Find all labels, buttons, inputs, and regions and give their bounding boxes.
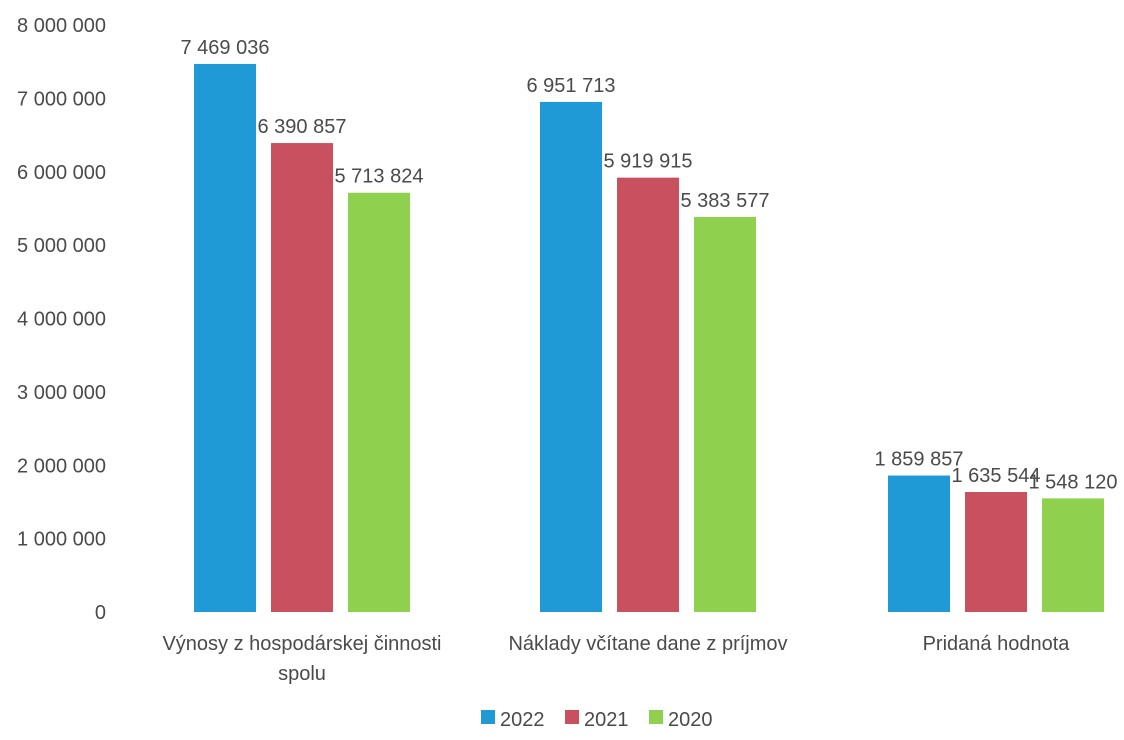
y-tick-label: 3 000 000 xyxy=(17,382,106,404)
legend-label: 2022 xyxy=(500,709,545,731)
y-tick-label: 0 xyxy=(95,602,106,624)
legend-swatch-2021 xyxy=(565,710,579,724)
data-label: 1 548 120 xyxy=(1029,471,1118,493)
data-label: 6 390 857 xyxy=(258,116,347,138)
bar-2021 xyxy=(271,143,333,612)
y-tick-label: 1 000 000 xyxy=(17,529,106,551)
y-tick-label: 7 000 000 xyxy=(17,88,106,110)
data-label: 6 951 713 xyxy=(527,75,616,97)
legend-label: 2020 xyxy=(668,709,713,731)
data-label: 7 469 036 xyxy=(181,37,270,59)
y-tick-label: 5 000 000 xyxy=(17,235,106,257)
bar-2021 xyxy=(965,491,1027,612)
legend-label: 2021 xyxy=(584,709,629,731)
bar-2021 xyxy=(617,177,679,613)
data-label: 1 859 857 xyxy=(875,449,964,471)
y-tick-label: 4 000 000 xyxy=(17,309,106,331)
category-label: Výnosy z hospodárskej činnosti xyxy=(162,633,441,655)
data-label: 5 383 577 xyxy=(681,190,770,212)
legend-swatch-2022 xyxy=(481,710,495,724)
y-tick-label: 6 000 000 xyxy=(17,162,106,184)
bar-2022 xyxy=(888,475,950,612)
bar-2022 xyxy=(194,63,256,613)
data-label: 5 919 915 xyxy=(604,151,693,173)
bar-2020 xyxy=(1042,498,1104,612)
category-label: Náklady včítane dane z príjmov xyxy=(508,633,787,655)
data-label: 5 713 824 xyxy=(335,166,424,188)
bar-2020 xyxy=(694,216,756,612)
bar-2020 xyxy=(348,192,410,612)
y-tick-label: 8 000 000 xyxy=(17,15,106,37)
bar-2022 xyxy=(540,101,602,612)
legend-swatch-2020 xyxy=(649,710,663,724)
category-label: Pridaná hodnota xyxy=(923,633,1071,655)
data-label: 1 635 544 xyxy=(952,465,1041,487)
y-tick-label: 2 000 000 xyxy=(17,455,106,477)
category-label: spolu xyxy=(278,663,326,685)
